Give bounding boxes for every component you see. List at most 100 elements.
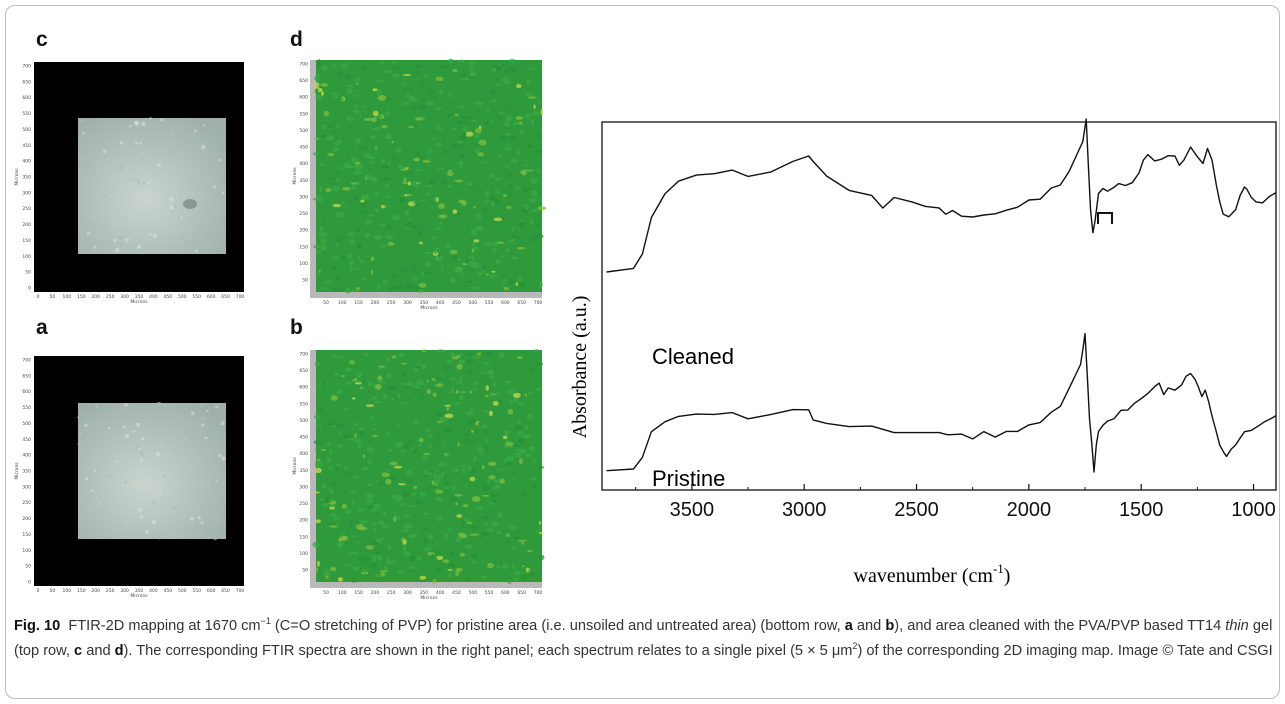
y-tick-label: 550 — [22, 405, 31, 411]
caption-ref-d: d — [114, 642, 124, 659]
y-tick-label: 250 — [299, 211, 308, 217]
x-axis-label-sup: -1 — [993, 561, 1004, 576]
y-tick-label: 200 — [299, 228, 308, 234]
y-tick-label: 700 — [299, 62, 308, 68]
x-tick-label: 450 — [452, 300, 461, 306]
x-tick-label: 450 — [164, 294, 173, 300]
caption-text-6: ) of the corresponding 2D imaging map. I… — [857, 642, 1273, 659]
y-axis-label: Microns — [292, 457, 298, 475]
x-tick-label: 100 — [338, 300, 347, 306]
y-tick-label: 350 — [299, 178, 308, 184]
x-tick-label: 50 — [50, 294, 56, 300]
caption-sup-2: 2 — [852, 640, 858, 651]
y-tick-label: 450 — [299, 145, 308, 151]
x-tick-label: 200 — [91, 294, 100, 300]
panel-letter-b: b — [290, 316, 303, 339]
x-tick-label: 200 — [91, 588, 100, 594]
cleaned-label: Cleaned — [652, 344, 734, 369]
caption-and-2: and — [82, 642, 115, 659]
y-tick-label: 500 — [299, 128, 308, 134]
x-tick-label: 600 — [501, 590, 510, 596]
map-background — [316, 350, 542, 582]
x-tick-label: 700 — [236, 294, 245, 300]
y-tick-label: 550 — [299, 111, 308, 117]
x-tick-label: 350 — [420, 590, 429, 596]
x-tick-label: 500 — [178, 588, 187, 594]
x-tick-label: 250 — [387, 590, 396, 596]
x-axis-label: wavenumber (cm-1) — [854, 561, 1011, 587]
y-tick-label: 150 — [22, 238, 31, 244]
figure-label: Fig. 10 — [14, 617, 61, 634]
y-tick-label: 50 — [302, 568, 308, 574]
y-tick-label: 250 — [22, 500, 31, 506]
x-tick-label: 3000 — [782, 499, 827, 521]
figure-caption: Fig. 10 FTIR-2D mapping at 1670 cm−1 (C=… — [14, 611, 1274, 661]
y-tick-label: 600 — [22, 389, 31, 395]
x-tick-label: 2000 — [1007, 499, 1052, 521]
y-tick-label: 450 — [22, 437, 31, 443]
x-tick-label: 400 — [149, 294, 158, 300]
y-tick-label: 700 — [22, 358, 31, 364]
y-axis-label: Microns — [292, 167, 298, 185]
y-tick-label: 400 — [299, 451, 308, 457]
x-tick-label: 650 — [517, 300, 526, 306]
panel-letter-a: a — [36, 316, 48, 339]
y-tick-label: 150 — [299, 244, 308, 250]
y-tick-label: 600 — [299, 95, 308, 101]
y-tick-label: 0 — [28, 580, 31, 586]
y-tick-label: 600 — [299, 385, 308, 391]
y-tick-label: 100 — [299, 261, 308, 267]
x-tick-label: 50 — [50, 588, 56, 594]
y-tick-label: 400 — [22, 159, 31, 165]
y-tick-label: 500 — [299, 418, 308, 424]
x-tick-label: 400 — [436, 300, 445, 306]
x-tick-label: 50 — [323, 300, 329, 306]
series-line-pristine — [606, 332, 1277, 473]
plot-frame — [601, 121, 1277, 491]
y-tick-label: 300 — [299, 194, 308, 200]
x-tick-label: 300 — [403, 300, 412, 306]
x-tick-label: 150 — [354, 590, 363, 596]
caption-ref-b: b — [885, 617, 895, 634]
x-tick-label: 0 — [37, 588, 40, 594]
x-axis-label: Microns — [420, 305, 438, 311]
ftir-map-cleaned: 700 650 600 550 500 450 400 350 300 250 200 150 100 5… — [290, 52, 550, 312]
x-tick-label: 450 — [164, 588, 173, 594]
y-tick-label: 650 — [22, 79, 31, 85]
y-axis-label: Absorbance (a.u.) — [569, 296, 591, 439]
caption-ref-a: a — [844, 617, 853, 634]
y-tick-label: 100 — [22, 548, 31, 554]
y-tick-label: 50 — [302, 278, 308, 284]
y-tick-label: 350 — [299, 468, 308, 474]
y-tick-label: 200 — [22, 222, 31, 228]
x-tick-label: 700 — [534, 300, 543, 306]
x-tick-label: 300 — [120, 294, 129, 300]
y-tick-label: 550 — [299, 401, 308, 407]
x-tick-label: 2500 — [894, 499, 939, 521]
x-tick-label: 550 — [192, 588, 201, 594]
x-tick-label: 300 — [403, 590, 412, 596]
caption-ref-c: c — [74, 642, 83, 659]
y-tick-label: 50 — [25, 564, 31, 570]
y-tick-label: 150 — [22, 532, 31, 538]
x-tick-label: 250 — [106, 588, 115, 594]
x-tick-label: 250 — [106, 294, 115, 300]
x-tick-label: 1000 — [1231, 499, 1276, 521]
panel-letter-c: c — [36, 28, 48, 51]
x-axis-label-main: wavenumber (cm — [854, 565, 994, 587]
x-tick-label: 100 — [63, 588, 72, 594]
caption-text-5: ). The corresponding FTIR spectra are sh… — [123, 642, 853, 659]
y-axis-label: Microns — [14, 462, 20, 480]
x-axis-label: Microns — [130, 593, 148, 598]
y-tick-label: 700 — [22, 64, 31, 70]
caption-thin: thin — [1225, 617, 1249, 634]
y-tick-label: 300 — [22, 190, 31, 196]
y-tick-label: 200 — [299, 518, 308, 524]
x-tick-label: 150 — [354, 300, 363, 306]
x-axis-label-close: ) — [1004, 565, 1011, 587]
x-axis-label: Microns — [420, 595, 438, 601]
y-tick-label: 700 — [299, 352, 308, 358]
x-tick-label: 500 — [178, 294, 187, 300]
x-tick-label: 350 — [420, 300, 429, 306]
x-tick-label: 550 — [485, 590, 494, 596]
